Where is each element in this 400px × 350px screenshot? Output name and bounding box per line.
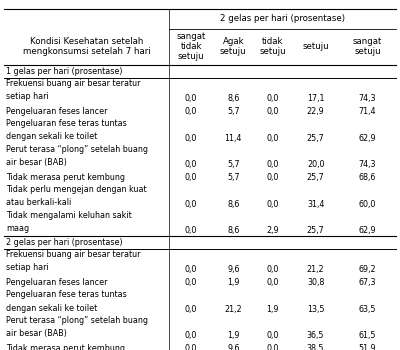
Text: 0,0: 0,0 bbox=[266, 278, 279, 287]
Text: 0,0: 0,0 bbox=[266, 160, 279, 169]
Text: 0,0: 0,0 bbox=[185, 134, 197, 143]
Text: 74,3: 74,3 bbox=[359, 94, 376, 103]
Text: 0,0: 0,0 bbox=[185, 331, 197, 340]
Text: Pengeluaran feses lancer: Pengeluaran feses lancer bbox=[6, 278, 108, 287]
Text: 1,9: 1,9 bbox=[227, 278, 240, 287]
Text: 20,0: 20,0 bbox=[307, 160, 324, 169]
Text: 38,5: 38,5 bbox=[307, 344, 324, 350]
Text: Perut terasa “plong” setelah buang: Perut terasa “plong” setelah buang bbox=[6, 145, 148, 154]
Text: 30,8: 30,8 bbox=[307, 278, 324, 287]
Text: 25,7: 25,7 bbox=[307, 134, 324, 143]
Text: 36,5: 36,5 bbox=[307, 331, 324, 340]
Text: 71,4: 71,4 bbox=[359, 107, 376, 116]
Text: air besar (BAB): air besar (BAB) bbox=[6, 158, 67, 167]
Text: dengan sekali ke toilet: dengan sekali ke toilet bbox=[6, 303, 97, 313]
Text: 0,0: 0,0 bbox=[266, 265, 279, 274]
Text: setuju: setuju bbox=[302, 42, 329, 51]
Text: 9,6: 9,6 bbox=[227, 265, 240, 274]
Text: 22,9: 22,9 bbox=[307, 107, 324, 116]
Text: maag: maag bbox=[6, 224, 29, 233]
Text: 0,0: 0,0 bbox=[185, 173, 197, 182]
Text: dengan sekali ke toilet: dengan sekali ke toilet bbox=[6, 132, 97, 141]
Text: 0,0: 0,0 bbox=[266, 344, 279, 350]
Text: 0,0: 0,0 bbox=[266, 94, 279, 103]
Text: setiap hari: setiap hari bbox=[6, 92, 49, 101]
Text: sangat
tidak
setuju: sangat tidak setuju bbox=[176, 32, 206, 62]
Text: 11,4: 11,4 bbox=[225, 134, 242, 143]
Text: 0,0: 0,0 bbox=[185, 344, 197, 350]
Text: 13,5: 13,5 bbox=[307, 305, 324, 314]
Text: 0,0: 0,0 bbox=[185, 305, 197, 314]
Text: 74,3: 74,3 bbox=[359, 160, 376, 169]
Text: 25,7: 25,7 bbox=[307, 173, 324, 182]
Text: sangat
setuju: sangat setuju bbox=[353, 37, 382, 56]
Text: 0,0: 0,0 bbox=[266, 331, 279, 340]
Text: Agak
setuju: Agak setuju bbox=[220, 37, 247, 56]
Text: setiap hari: setiap hari bbox=[6, 264, 49, 272]
Text: 0,0: 0,0 bbox=[266, 134, 279, 143]
Text: 60,0: 60,0 bbox=[359, 200, 376, 209]
Text: 0,0: 0,0 bbox=[266, 200, 279, 209]
Text: Perut terasa “plong” setelah buang: Perut terasa “plong” setelah buang bbox=[6, 316, 148, 325]
Text: Kondisi Kesehatan setelah
mengkonsumsi setelah 7 hari: Kondisi Kesehatan setelah mengkonsumsi s… bbox=[22, 37, 150, 56]
Text: 63,5: 63,5 bbox=[359, 305, 376, 314]
Text: 62,9: 62,9 bbox=[359, 225, 376, 234]
Text: 61,5: 61,5 bbox=[359, 331, 376, 340]
Text: 5,7: 5,7 bbox=[227, 107, 240, 116]
Text: Pengeluaran fese teras tuntas: Pengeluaran fese teras tuntas bbox=[6, 119, 127, 128]
Text: Tidak mengalami keluhan sakit: Tidak mengalami keluhan sakit bbox=[6, 211, 132, 220]
Text: Tidak merasa perut kembung: Tidak merasa perut kembung bbox=[6, 344, 125, 350]
Text: atau berkali-kali: atau berkali-kali bbox=[6, 198, 71, 207]
Text: 0,0: 0,0 bbox=[185, 225, 197, 234]
Text: 0,0: 0,0 bbox=[266, 173, 279, 182]
Text: 0,0: 0,0 bbox=[185, 94, 197, 103]
Text: 0,0: 0,0 bbox=[185, 265, 197, 274]
Text: 2,9: 2,9 bbox=[266, 225, 279, 234]
Text: air besar (BAB): air besar (BAB) bbox=[6, 329, 67, 338]
Text: Pengeluaran fese teras tuntas: Pengeluaran fese teras tuntas bbox=[6, 290, 127, 299]
Text: 21,2: 21,2 bbox=[307, 265, 324, 274]
Text: 17,1: 17,1 bbox=[307, 94, 324, 103]
Text: 8,6: 8,6 bbox=[227, 200, 240, 209]
Text: 0,0: 0,0 bbox=[185, 107, 197, 116]
Text: Pengeluaran feses lancer: Pengeluaran feses lancer bbox=[6, 107, 108, 116]
Text: 8,6: 8,6 bbox=[227, 225, 240, 234]
Text: 9,6: 9,6 bbox=[227, 344, 240, 350]
Text: 67,3: 67,3 bbox=[359, 278, 376, 287]
Text: 68,6: 68,6 bbox=[359, 173, 376, 182]
Text: tidak
setuju: tidak setuju bbox=[259, 37, 286, 56]
Text: 1,9: 1,9 bbox=[227, 331, 240, 340]
Text: 0,0: 0,0 bbox=[185, 160, 197, 169]
Text: 0,0: 0,0 bbox=[185, 200, 197, 209]
Text: 1,9: 1,9 bbox=[266, 305, 279, 314]
Text: 5,7: 5,7 bbox=[227, 160, 240, 169]
Text: 8,6: 8,6 bbox=[227, 94, 240, 103]
Text: 69,2: 69,2 bbox=[359, 265, 376, 274]
Text: 5,7: 5,7 bbox=[227, 173, 240, 182]
Text: Frekuensi buang air besar teratur: Frekuensi buang air besar teratur bbox=[6, 79, 140, 88]
Text: Frekuensi buang air besar teratur: Frekuensi buang air besar teratur bbox=[6, 250, 140, 259]
Text: 31,4: 31,4 bbox=[307, 200, 324, 209]
Text: 62,9: 62,9 bbox=[359, 134, 376, 143]
Text: 0,0: 0,0 bbox=[185, 278, 197, 287]
Text: 2 gelas per hari (prosentase): 2 gelas per hari (prosentase) bbox=[220, 14, 345, 23]
Text: 21,2: 21,2 bbox=[224, 305, 242, 314]
Text: 51,9: 51,9 bbox=[359, 344, 376, 350]
Text: 0,0: 0,0 bbox=[266, 107, 279, 116]
Text: Tidak merasa perut kembung: Tidak merasa perut kembung bbox=[6, 173, 125, 182]
Text: Tidak perlu mengejan dengan kuat: Tidak perlu mengejan dengan kuat bbox=[6, 185, 146, 194]
Text: 1 gelas per hari (prosentase): 1 gelas per hari (prosentase) bbox=[6, 67, 122, 76]
Text: 2 gelas per hari (prosentase): 2 gelas per hari (prosentase) bbox=[6, 238, 122, 247]
Text: 25,7: 25,7 bbox=[307, 225, 324, 234]
